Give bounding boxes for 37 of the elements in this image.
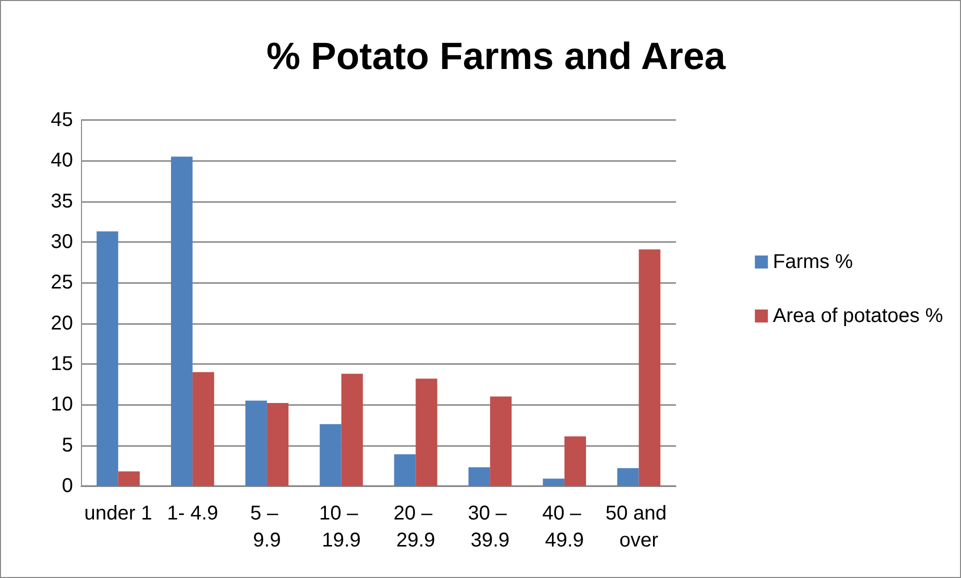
- y-tick-label: 20: [50, 312, 73, 334]
- x-tick-label: 50 and over: [605, 502, 672, 552]
- bar: [564, 436, 586, 486]
- x-tick-label: 5 – 9.9: [250, 502, 284, 552]
- bar: [192, 372, 214, 486]
- bar: [245, 400, 267, 486]
- bar: [118, 471, 140, 486]
- y-tick-label: 15: [50, 353, 73, 375]
- y-tick-label: 45: [50, 109, 73, 131]
- y-tick-label: 40: [50, 150, 73, 172]
- bar: [170, 156, 193, 486]
- x-tick-label: 40 – 49.9: [542, 502, 587, 552]
- bar: [341, 374, 363, 486]
- bar: [266, 403, 289, 486]
- bar: [468, 467, 490, 486]
- x-tick-label: 1- 4.9: [166, 502, 218, 524]
- x-tick-label: 30 – 39.9: [468, 502, 512, 552]
- bar: [490, 396, 512, 486]
- bar: [96, 231, 118, 486]
- bar: [542, 478, 564, 486]
- bar: [394, 454, 416, 486]
- chart-title: % Potato Farms and Area: [266, 36, 726, 78]
- x-tick-label: under 1: [84, 502, 152, 524]
- y-tick-label: 25: [50, 272, 73, 294]
- y-tick-label: 0: [62, 475, 73, 497]
- bar: [617, 468, 639, 486]
- y-tick-label: 30: [50, 231, 73, 253]
- y-tick-label: 10: [50, 394, 73, 416]
- bar: [320, 424, 342, 486]
- x-tick-label: 10 – 19.9: [319, 502, 364, 552]
- y-tick-label: 35: [50, 190, 73, 212]
- legend-label: Farms %: [772, 251, 854, 273]
- bar: [416, 378, 438, 486]
- x-tick-label: 20 – 29.9: [393, 502, 438, 552]
- legend-label: Area of potatoes %: [772, 305, 944, 327]
- y-tick-label: 5: [62, 434, 73, 456]
- bar: [638, 249, 660, 486]
